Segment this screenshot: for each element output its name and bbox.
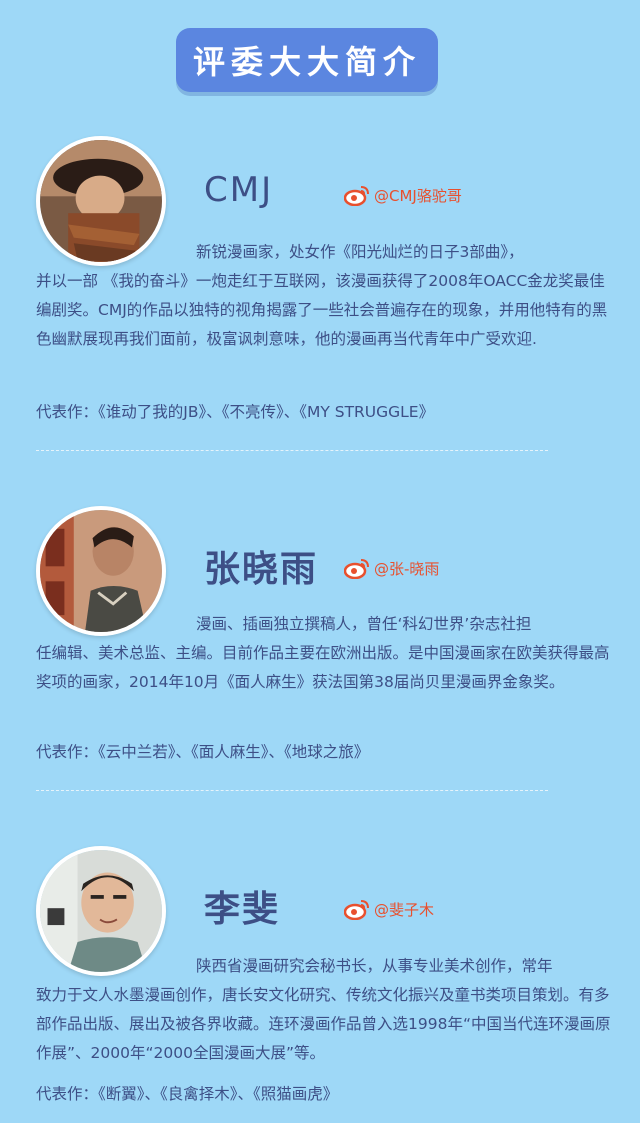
- weibo-icon: [344, 559, 369, 579]
- weibo-handle-2: @张-晓雨: [374, 559, 440, 578]
- header-badge: 评委大大简介: [176, 28, 438, 92]
- weibo-link-judge-2[interactable]: @张-晓雨: [344, 557, 439, 579]
- weibo-icon: [344, 900, 369, 920]
- judge-works-1: 代表作：《谁动了我的JB》、《不亮传》、《MY STRUGGLE》: [36, 403, 435, 421]
- judge-name-2: 张晓雨: [204, 549, 319, 590]
- judge-works-3: 代表作：《断翼》、《良禽择木》、《照猫画虎》: [36, 1085, 339, 1103]
- weibo-handle-3: @斐子木: [374, 900, 435, 919]
- judge-bio-3: 陕西省漫画研究会秘书长，从事专业美术创作，常年 致力于文人水墨漫画创作，唐长安文…: [36, 952, 612, 1068]
- bio-first-line-3: 陕西省漫画研究会秘书长，从事专业美术创作，常年: [196, 957, 553, 975]
- divider-1: [36, 450, 548, 451]
- bio-rest-1: 并以一部 《我的奋斗》一炮走红于互联网，该漫画获得了2008年OACC金龙奖最佳…: [36, 272, 608, 348]
- bio-rest-2: 任编辑、美术总监、主编。目前作品主要在欧洲出版。是中国漫画家在欧美获得最高奖项的…: [36, 644, 610, 691]
- avatar-photo: [40, 850, 162, 972]
- avatar-judge-1: [36, 136, 166, 266]
- judge-bio-1: 新锐漫画家，处女作《阳光灿烂的日子3部曲》， 并以一部 《我的奋斗》一炮走红于互…: [36, 238, 612, 354]
- judge-name-3: 李斐: [204, 889, 281, 930]
- bio-first-line-2: 漫画、插画独立撰稿人，曾任‘科幻世界’杂志社担: [196, 615, 532, 633]
- weibo-icon: [344, 186, 369, 206]
- avatar-judge-2: [36, 506, 166, 636]
- bio-first-line-1: 新锐漫画家，处女作《阳光灿烂的日子3部曲》，: [196, 243, 524, 261]
- avatar-photo: [40, 510, 162, 632]
- divider-2: [36, 790, 548, 791]
- judge-bio-2: 漫画、插画独立撰稿人，曾任‘科幻世界’杂志社担 任编辑、美术总监、主编。目前作品…: [36, 610, 612, 697]
- weibo-link-judge-1[interactable]: @CMJ骆驼哥: [344, 184, 462, 206]
- bio-rest-3: 致力于文人水墨漫画创作，唐长安文化研究、传统文化振兴及童书类项目策划。有多部作品…: [36, 986, 611, 1062]
- avatar-judge-3: [36, 846, 166, 976]
- weibo-link-judge-3[interactable]: @斐子木: [344, 898, 434, 920]
- page-title: 评委大大简介: [192, 43, 421, 81]
- judge-name-1: CMJ: [204, 170, 274, 210]
- judge-works-2: 代表作：《云中兰若》、《面人麻生》、《地球之旅》: [36, 743, 370, 761]
- weibo-handle-1: @CMJ骆驼哥: [374, 186, 462, 205]
